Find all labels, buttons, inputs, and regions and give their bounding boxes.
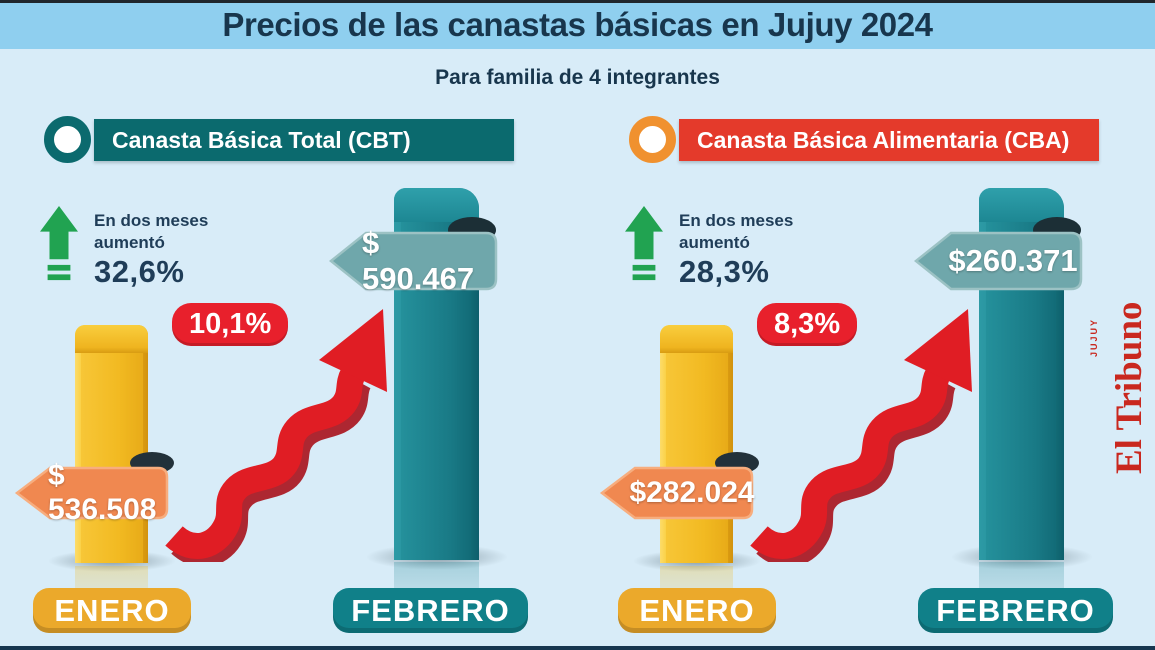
teal-ribbon-arrow-icon (328, 231, 498, 291)
red-trend-arrow-icon (750, 309, 972, 562)
increase-value: 28,3% (679, 254, 770, 289)
green-up-arrow-icon (625, 206, 663, 281)
cba-banner: Canasta Básica Alimentaria (CBA) (679, 119, 1099, 161)
cba-febrero-value-ribbon: $260.371 (913, 230, 1085, 292)
el-tribuno-logo: JUJUY El Tribuno (1089, 302, 1150, 474)
cba-increase-text: En dos meses aumentó 28,3% (679, 210, 793, 290)
green-up-arrow-icon (40, 206, 78, 281)
top-border-rule (0, 0, 1155, 3)
cbt-febrero-label: FEBRERO (333, 588, 528, 633)
increase-line1: En dos meses (94, 211, 209, 230)
red-trend-arrow-icon (165, 309, 387, 562)
panel-cbt: Canasta Básica Total (CBT) En dos meses … (0, 0, 570, 650)
cbt-enero-value: $ 536.508 (48, 459, 157, 526)
cbt-banner: Canasta Básica Total (CBT) (94, 119, 514, 161)
cba-enero-value: $282.024 (629, 476, 755, 509)
cba-change-badge: 8,3% (757, 303, 858, 346)
cbt-enero-value-ribbon: $ 536.508 (14, 459, 172, 526)
increase-line1: En dos meses (679, 211, 794, 230)
increase-line2: aumentó (679, 233, 750, 252)
cbt-change-badge: 10,1% (172, 303, 289, 346)
page-subtitle: Para familia de 4 integrantes (435, 66, 720, 89)
increase-line2: aumentó (94, 233, 165, 252)
cbt-febrero-value: $ 590.467 (362, 225, 475, 296)
teal-ribbon-arrow-icon (913, 231, 1083, 291)
logo-region-text: JUJUY (1089, 318, 1099, 358)
cba-bullet-icon (629, 116, 676, 163)
bottom-border-rule (0, 646, 1155, 650)
cbt-bullet-icon (44, 116, 91, 163)
title-band: Precios de las canastas básicas en Jujuy… (0, 0, 1155, 49)
panel-cba: Canasta Básica Alimentaria (CBA) En dos … (585, 0, 1155, 650)
enero-bar (75, 325, 148, 563)
cba-febrero-label: FEBRERO (918, 588, 1113, 633)
enero-bar (660, 325, 733, 563)
logo-name-text: El Tribuno (1109, 301, 1150, 474)
cbt-enero-label: ENERO (33, 588, 191, 633)
cbt-febrero-value-ribbon: $ 590.467 (328, 225, 500, 296)
increase-value: 32,6% (94, 254, 185, 289)
orange-ribbon-arrow-icon (14, 466, 169, 520)
orange-ribbon-arrow-icon (599, 466, 754, 520)
cba-febrero-value: $260.371 (948, 243, 1078, 278)
cba-enero-value-ribbon: $282.024 (599, 465, 757, 521)
page-title: Precios de las canastas básicas en Jujuy… (222, 5, 933, 43)
cbt-increase-text: En dos meses aumentó 32,6% (94, 210, 208, 290)
cba-enero-label: ENERO (618, 588, 776, 633)
